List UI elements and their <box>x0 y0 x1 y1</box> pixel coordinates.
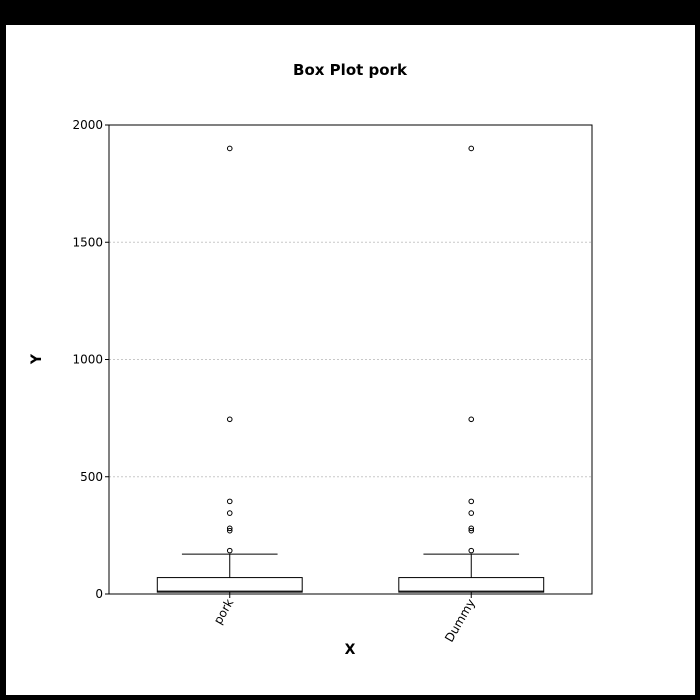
outlier-point <box>226 525 233 532</box>
outlier-point <box>226 145 233 152</box>
box-iqr <box>156 577 303 593</box>
y-tick-label: 1000 <box>72 353 103 367</box>
y-tick-label: 1500 <box>72 235 103 249</box>
box-pork <box>156 145 303 594</box>
outlier-point <box>226 498 233 505</box>
x-axis: pork Dummy <box>211 594 478 644</box>
outlier-point <box>468 527 475 534</box>
y-tick-label: 2000 <box>72 118 103 132</box>
grid-lines <box>109 241 592 478</box>
y-tick-label: 500 <box>80 470 103 484</box>
chart-title: Box Plot pork <box>293 61 408 79</box>
outlier-point <box>226 416 233 423</box>
outlier-point <box>226 547 233 554</box>
outlier-point <box>468 145 475 152</box>
plot-area-border <box>108 124 593 595</box>
outlier-point <box>468 510 475 516</box>
box-series <box>156 145 545 594</box>
y-tick-label: 0 <box>95 587 103 601</box>
x-axis-title: X <box>345 642 356 658</box>
box-plot-chart: Box Plot pork 0 500 1000 1500 2000 pork Dummy… <box>29 61 593 658</box>
x-tick-label-pork: pork <box>211 596 237 626</box>
outlier-point <box>468 498 475 505</box>
outlier-point <box>226 510 233 516</box>
outlier-point <box>468 547 475 554</box>
outlier-point <box>468 416 475 423</box>
box-iqr <box>398 577 545 593</box>
outlier-point <box>226 527 233 534</box>
x-tick-label-dummy: Dummy <box>442 597 478 645</box>
y-axis-title: Y <box>29 353 45 365</box>
y-axis: 0 500 1000 1500 2000 <box>72 118 109 601</box>
chart-canvas: Box Plot pork 0 500 1000 1500 2000 pork Dummy… <box>6 25 695 695</box>
box-dummy <box>398 145 545 594</box>
outlier-point <box>468 525 475 532</box>
